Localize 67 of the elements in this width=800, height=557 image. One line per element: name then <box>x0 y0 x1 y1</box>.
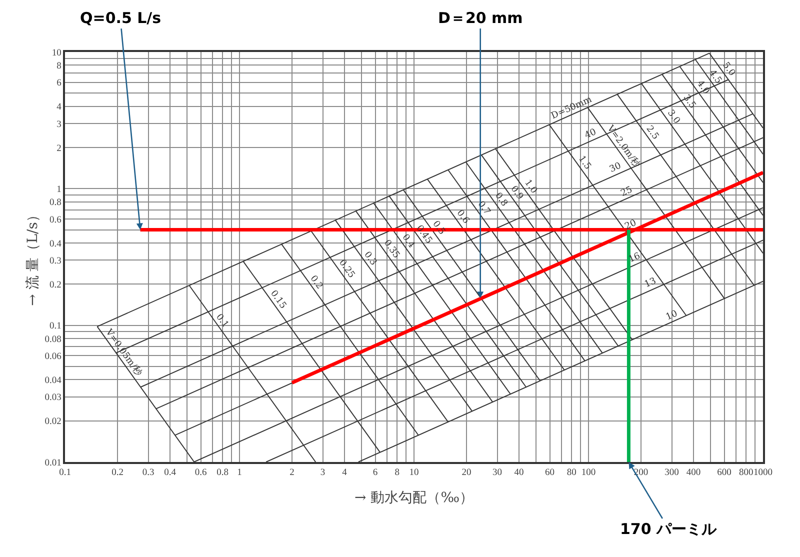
text: 0.1 <box>214 312 230 330</box>
y-tick-label: 3 <box>56 120 62 130</box>
y-tick-label: 0.08 <box>44 334 62 345</box>
text: 20 <box>624 218 638 232</box>
text: 0.8 <box>492 191 510 209</box>
x-tick-label: 1000 <box>754 468 773 478</box>
y-tick-label: 0.06 <box>44 352 62 362</box>
text: 0.2 <box>308 274 324 292</box>
x-tick-label: 600 <box>717 468 732 478</box>
y-tick-label: 0.01 <box>44 458 62 468</box>
x-tick-label: 300 <box>664 468 680 478</box>
y-tick-label: 0.6 <box>49 215 62 226</box>
y-tick-label: 0.04 <box>44 376 62 386</box>
y-tick-label: 0.3 <box>49 256 62 266</box>
y-tick-label: 8 <box>56 62 62 72</box>
x-tick-label: 1 <box>237 468 242 478</box>
x-tick-label: 800 <box>738 468 754 478</box>
text: 13 <box>643 276 658 290</box>
text: 0.5 <box>430 219 447 237</box>
x-tick-label: 4 <box>342 468 348 478</box>
y-tick-label: 0.02 <box>44 417 62 428</box>
text: 3.0 <box>665 108 682 126</box>
annotation: 170 パーミル <box>620 520 718 538</box>
y-tick-label: 0.1 <box>49 322 62 332</box>
x-tick-label: 3 <box>320 468 326 478</box>
x-tick-label: 400 <box>686 468 701 478</box>
text: 0.3 <box>362 250 378 268</box>
x-axis-title: → 動水勾配（‰） <box>354 490 474 506</box>
x-tick-label: 10 <box>409 468 419 478</box>
y-tick-label: 0.4 <box>49 239 62 250</box>
text: 0.4 <box>400 232 416 250</box>
y-tick-label: 0.03 <box>44 393 62 404</box>
text: 30 <box>608 161 624 175</box>
y-tick-label: 2 <box>56 144 62 154</box>
x-tick-label: 100 <box>581 468 596 478</box>
x-tick-label: 0.3 <box>142 468 154 478</box>
x-tick-label: 30 <box>492 468 502 478</box>
x-tick-label: 0.6 <box>194 468 207 478</box>
x-tick-label: 0.4 <box>164 468 176 478</box>
text: 0.6 <box>454 208 471 226</box>
x-tick-label: 60 <box>545 468 555 478</box>
y-tick-label: 4 <box>56 102 62 113</box>
x-tick-label: 8 <box>394 468 400 478</box>
y-tick-label: 10 <box>52 48 62 58</box>
x-tick-label: 20 <box>462 468 472 478</box>
text: 2.5 <box>644 124 660 142</box>
text: 1.0 <box>522 178 539 196</box>
y-tick-label: 0.8 <box>49 198 62 208</box>
text: 0.9 <box>508 184 525 202</box>
x-tick-label: 2 <box>290 468 295 478</box>
x-tick-label: 0.2 <box>112 468 124 478</box>
x-tick-label: 6 <box>372 468 378 478</box>
annotation: D＝20 mm <box>438 9 523 27</box>
text: 1.5 <box>576 154 593 172</box>
y-tick-label: 1 <box>56 184 62 195</box>
text: 16 <box>627 251 642 266</box>
annotation: Q=0.5 L/s <box>80 9 162 27</box>
y-tick-label: 6 <box>56 78 62 89</box>
x-tick-label: 0.8 <box>216 468 229 478</box>
x-tick-label: 40 <box>514 468 524 478</box>
text: 10 <box>664 308 680 323</box>
y-axis-title: → 流 量（L/s） <box>24 208 41 306</box>
text: 40 <box>583 127 598 142</box>
x-tick-label: 80 <box>566 468 577 478</box>
y-tick-label: 0.2 <box>49 280 62 291</box>
text: 3.5 <box>680 93 698 111</box>
text: 25 <box>620 185 634 199</box>
